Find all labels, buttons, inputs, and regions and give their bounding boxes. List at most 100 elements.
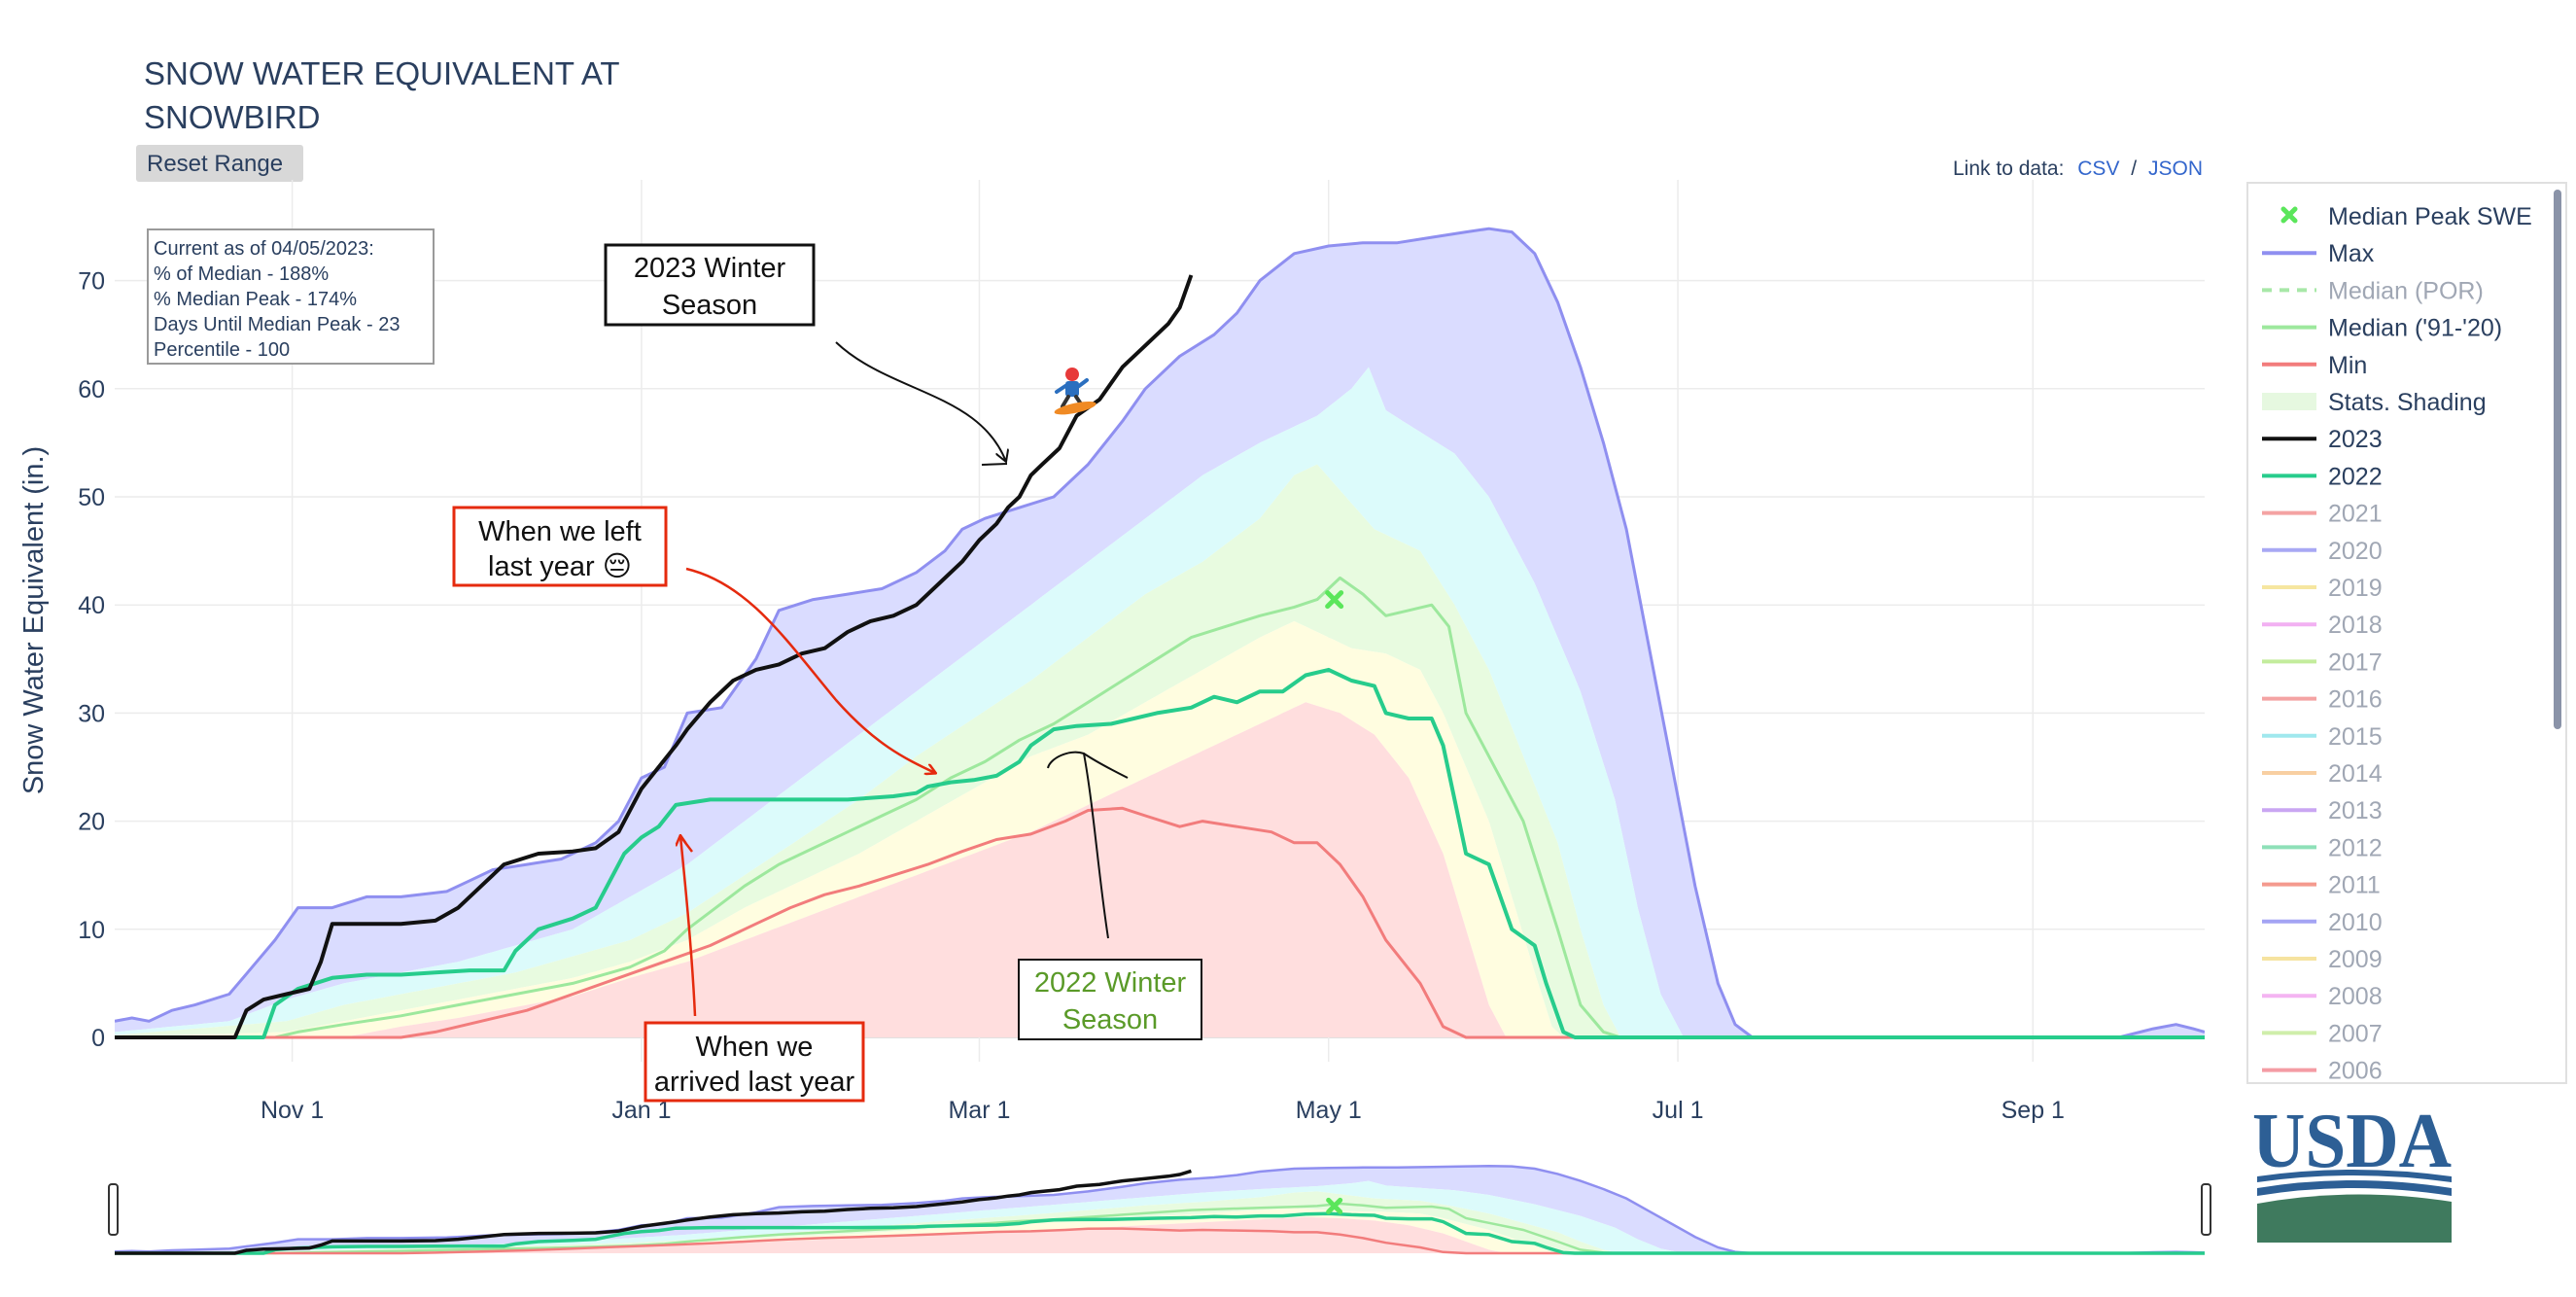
legend-item-2021[interactable]: 2021: [2262, 501, 2383, 528]
legend-item-2007[interactable]: 2007: [2262, 1020, 2383, 1047]
legend-item-2011[interactable]: 2011: [2262, 872, 2381, 899]
usda-logo-swoosh-2: [2257, 1180, 2452, 1196]
slider-band: [115, 1216, 2205, 1253]
legend-label: 2019: [2328, 575, 2383, 602]
annotation-2023-arrow-tail: [981, 463, 1008, 466]
legend-item-2012[interactable]: 2012: [2262, 834, 2383, 861]
legend-item-2017[interactable]: 2017: [2262, 648, 2383, 676]
legend-item-stats-shading[interactable]: Stats. Shading: [2262, 389, 2487, 416]
chart-title-line-2: SNOWBIRD: [144, 99, 321, 135]
legend-item-2020[interactable]: 2020: [2262, 538, 2383, 565]
legend-label: Median Peak SWE: [2328, 203, 2532, 230]
usda-logo-swoosh-1: [2257, 1170, 2452, 1182]
x-axis-ticks: Nov 1 Jan 1 Mar 1 May 1 Jul 1 Sep 1: [261, 1097, 2065, 1124]
series-line-min: [115, 806, 2205, 1039]
y-tick-label: 10: [78, 917, 105, 944]
median-peak-marker: [1325, 590, 1344, 610]
stats-band: [115, 620, 2205, 1037]
info-line-1: Current as of 04/05/2023:: [154, 238, 374, 260]
info-line-3: % Median Peak - 174%: [154, 289, 357, 310]
y-axis-label: Snow Water Equivalent (in.): [18, 446, 50, 794]
legend-label: 2020: [2328, 538, 2383, 565]
slider-series-line: [115, 1211, 2205, 1255]
legend-item-2019[interactable]: 2019: [2262, 575, 2383, 602]
legend-item-2009[interactable]: 2009: [2262, 946, 2383, 973]
info-line-4: Days Until Median Peak - 23: [154, 314, 400, 335]
annotation-left-arrow: [685, 567, 935, 773]
legend-item-2014[interactable]: 2014: [2262, 760, 2383, 788]
legend-item-median-peak-swe[interactable]: Median Peak SWE: [2280, 203, 2532, 230]
legend-label: 2022: [2328, 463, 2383, 490]
legend-label: 2023: [2328, 426, 2383, 453]
annotation-2023-line-2: Season: [662, 290, 757, 321]
y-tick-label: 60: [78, 376, 105, 403]
usda-logo-field: [2257, 1194, 2452, 1243]
legend-item-median-91-20-[interactable]: Median ('91-'20): [2262, 315, 2502, 342]
annotation-2022-line-2: Season: [1062, 1004, 1158, 1035]
legend-label: 2015: [2328, 723, 2383, 751]
annotation-2023-season: 2023 Winter Season: [604, 243, 1008, 466]
legend-item-2018[interactable]: 2018: [2262, 612, 2383, 639]
legend-item-2013[interactable]: 2013: [2262, 797, 2383, 824]
legend-label: 2021: [2328, 501, 2383, 528]
reset-range-button[interactable]: Reset Range: [136, 145, 303, 182]
annotation-2022-line-1: 2022 Winter: [1034, 967, 1187, 999]
legend-label: 2018: [2328, 612, 2383, 639]
legend-label: Max: [2328, 240, 2375, 267]
legend-label: 2012: [2328, 834, 2383, 861]
legend-label: Median (POR): [2328, 277, 2484, 304]
link-separator: /: [2131, 158, 2137, 180]
legend-label: 2011: [2328, 872, 2381, 899]
annotation-left-last-year: When we left last year 😔: [452, 506, 935, 773]
legend-label: 2010: [2328, 909, 2383, 936]
legend-item-2006[interactable]: 2006: [2262, 1058, 2383, 1085]
range-slider-preview: [115, 1164, 2205, 1255]
median-peak-marker: [1326, 1197, 1343, 1214]
annotation-arrived-line-2: arrived last year: [654, 1067, 855, 1098]
legend-item-2016[interactable]: 2016: [2262, 686, 2383, 714]
legend-label: 2016: [2328, 686, 2383, 714]
legend-item-max[interactable]: Max: [2262, 240, 2375, 267]
json-link[interactable]: JSON: [2148, 158, 2203, 180]
snowboarder-icon: [1054, 368, 1097, 415]
legend-item-min[interactable]: Min: [2262, 352, 2367, 379]
annotation-left-line-2: last year 😔: [488, 551, 632, 582]
csv-link[interactable]: CSV: [2077, 158, 2119, 180]
legend-swatch: [2262, 393, 2316, 410]
reset-range-label: Reset Range: [147, 151, 283, 177]
legend-item-2010[interactable]: 2010: [2262, 909, 2383, 936]
legend-items: Median Peak SWE Max Median (POR) Median ('9…: [2262, 203, 2532, 1085]
y-tick-label: 40: [78, 592, 105, 619]
stats-band: [115, 702, 2205, 1037]
y-tick-label: 20: [78, 809, 105, 836]
annotation-left-line-1: When we left: [478, 516, 642, 547]
legend-item-median-por-[interactable]: Median (POR): [2262, 277, 2484, 304]
y-tick-label: 70: [78, 268, 105, 296]
legend-item-2023[interactable]: 2023: [2262, 426, 2383, 453]
legend-label: Stats. Shading: [2328, 389, 2487, 416]
legend-item-2022[interactable]: 2022: [2262, 463, 2383, 490]
legend-item-2015[interactable]: 2015: [2262, 723, 2383, 751]
y-tick-label: 50: [78, 484, 105, 511]
range-slider-left-handle[interactable]: [108, 1183, 119, 1236]
range-slider-right-handle[interactable]: [2201, 1183, 2211, 1236]
annotation-arrived-last-year: When we arrived last year: [644, 836, 865, 1103]
legend-scrollbar[interactable]: [2554, 190, 2561, 729]
legend: Median Peak SWE Max Median (POR) Median ('9…: [2246, 182, 2567, 1085]
x-tick-label: Nov 1: [261, 1097, 324, 1124]
legend-item-2008[interactable]: 2008: [2262, 983, 2383, 1010]
chart-title-line-1: SNOW WATER EQUIVALENT AT: [144, 55, 620, 91]
legend-label: 2008: [2328, 983, 2383, 1010]
data-links: Link to data: CSV / JSON: [1953, 158, 2203, 180]
annotation-2023-arrow: [835, 341, 1006, 462]
range-slider[interactable]: [108, 1152, 2211, 1255]
series-line-max: [115, 227, 2205, 1039]
median-peak-markers: [1325, 590, 1344, 610]
legend-label: 2007: [2328, 1020, 2383, 1047]
annotation-2022-arrow: [1047, 751, 1129, 939]
slider-series-line: [115, 1227, 2205, 1255]
y-tick-label: 30: [78, 700, 105, 727]
annotation-2023-line-1: 2023 Winter: [634, 253, 786, 284]
